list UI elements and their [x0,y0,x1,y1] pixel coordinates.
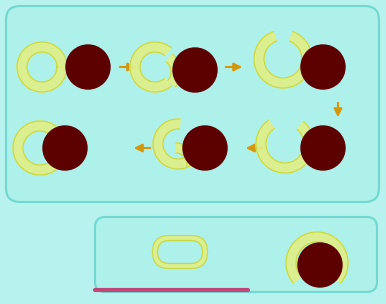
Polygon shape [254,32,312,88]
Circle shape [301,45,345,89]
FancyBboxPatch shape [95,217,377,292]
Circle shape [298,243,342,287]
FancyBboxPatch shape [6,6,379,202]
FancyBboxPatch shape [157,240,203,264]
FancyBboxPatch shape [152,236,208,268]
Polygon shape [256,120,314,173]
Polygon shape [13,121,66,175]
Polygon shape [130,42,171,92]
Polygon shape [17,42,67,92]
Polygon shape [166,54,181,87]
Circle shape [301,126,345,170]
Circle shape [66,45,110,89]
Circle shape [183,126,227,170]
Circle shape [173,48,217,92]
Polygon shape [176,143,197,168]
Circle shape [43,126,87,170]
Polygon shape [286,232,348,283]
Polygon shape [153,119,192,169]
